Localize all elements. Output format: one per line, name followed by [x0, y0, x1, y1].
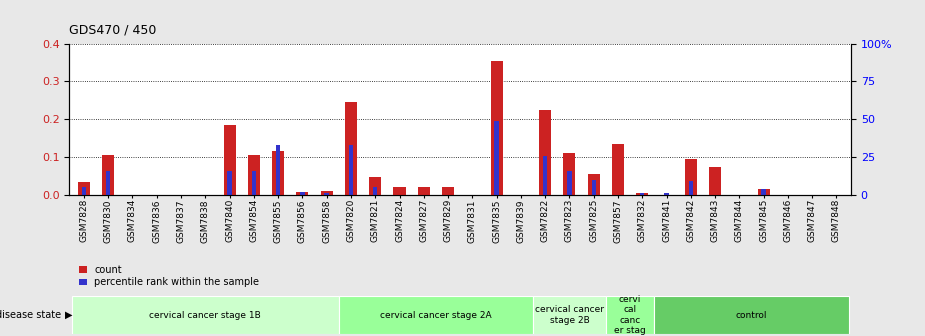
Bar [533, 296, 606, 334]
Text: cervical cancer stage 1B: cervical cancer stage 1B [150, 310, 261, 320]
Bar [418, 187, 430, 195]
Bar [587, 174, 599, 195]
Bar [490, 61, 502, 195]
Bar [106, 171, 110, 195]
Text: cervical cancer
stage 2B: cervical cancer stage 2B [535, 305, 604, 325]
Bar [81, 187, 86, 195]
Bar [539, 110, 551, 195]
Bar [369, 177, 381, 195]
Bar [636, 193, 648, 195]
Bar [612, 144, 624, 195]
Bar [339, 296, 533, 334]
Bar [102, 155, 115, 195]
Bar [325, 194, 329, 195]
Bar [543, 156, 548, 195]
Bar [345, 102, 357, 195]
Bar [373, 187, 377, 195]
Bar [442, 187, 454, 195]
Bar [688, 181, 693, 195]
Bar [591, 180, 596, 195]
Text: ▶: ▶ [65, 310, 72, 320]
Bar [664, 194, 669, 195]
Bar [272, 152, 284, 195]
Bar [349, 145, 353, 195]
Bar [563, 153, 575, 195]
Text: control: control [735, 310, 767, 320]
Text: cervi
cal
canc
er stag: cervi cal canc er stag [614, 295, 646, 335]
Bar [684, 159, 697, 195]
Bar [252, 171, 256, 195]
Bar [78, 182, 90, 195]
Text: cervical cancer stage 2A: cervical cancer stage 2A [380, 310, 492, 320]
Bar [709, 167, 722, 195]
Bar [276, 145, 280, 195]
Bar [228, 171, 232, 195]
Bar [321, 191, 333, 195]
Bar [224, 125, 236, 195]
Bar [567, 171, 572, 195]
Bar [640, 194, 645, 195]
Bar [495, 121, 499, 195]
Bar [761, 189, 766, 195]
Bar [654, 296, 848, 334]
Bar [248, 155, 260, 195]
Bar [758, 189, 770, 195]
Legend: count, percentile rank within the sample: count, percentile rank within the sample [79, 264, 259, 288]
Bar [296, 192, 308, 195]
Text: disease state: disease state [0, 310, 65, 320]
Bar [606, 296, 654, 334]
Bar [393, 187, 405, 195]
Bar [72, 296, 339, 334]
Text: GDS470 / 450: GDS470 / 450 [69, 24, 156, 37]
Bar [301, 192, 304, 195]
